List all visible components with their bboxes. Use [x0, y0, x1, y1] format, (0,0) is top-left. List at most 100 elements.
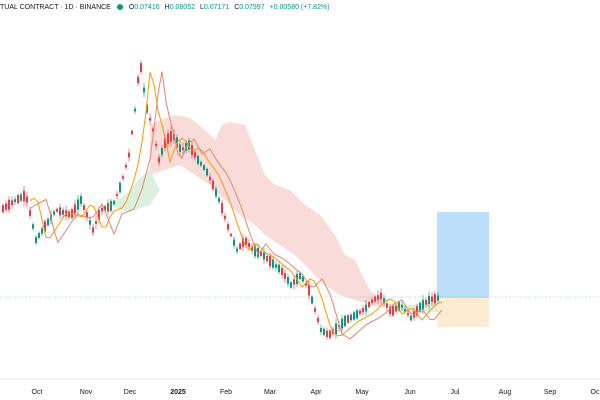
candle[interactable]	[155, 143, 157, 147]
candle[interactable]	[263, 252, 265, 260]
candle[interactable]	[113, 200, 115, 205]
candle[interactable]	[128, 152, 130, 158]
candle[interactable]	[275, 264, 277, 268]
candle[interactable]	[53, 211, 55, 215]
candle[interactable]	[62, 209, 64, 215]
candle[interactable]	[281, 267, 283, 276]
candle[interactable]	[143, 87, 145, 93]
candle[interactable]	[437, 295, 439, 301]
candle[interactable]	[77, 199, 79, 210]
candle[interactable]	[29, 210, 31, 216]
candle[interactable]	[269, 255, 271, 267]
candle[interactable]	[80, 196, 82, 204]
candle[interactable]	[182, 147, 184, 151]
candle[interactable]	[386, 303, 388, 308]
candle[interactable]	[311, 296, 313, 304]
candle[interactable]	[329, 330, 331, 338]
candle[interactable]	[224, 215, 226, 220]
candle[interactable]	[56, 208, 58, 212]
candle[interactable]	[200, 161, 202, 166]
candle[interactable]	[284, 273, 286, 279]
candle[interactable]	[317, 317, 319, 323]
candle[interactable]	[98, 210, 100, 220]
candle[interactable]	[5, 203, 7, 210]
candle[interactable]	[410, 315, 412, 321]
candle[interactable]	[194, 152, 196, 158]
candle[interactable]	[215, 188, 217, 197]
candle[interactable]	[209, 176, 211, 181]
candle[interactable]	[320, 328, 322, 332]
candle[interactable]	[110, 200, 112, 211]
candle[interactable]	[374, 296, 376, 302]
candle[interactable]	[350, 314, 352, 321]
candle[interactable]	[221, 203, 223, 214]
candle[interactable]	[347, 315, 349, 323]
candle[interactable]	[20, 194, 22, 201]
candle[interactable]	[35, 236, 37, 244]
candle[interactable]	[140, 63, 142, 72]
candle[interactable]	[326, 330, 328, 337]
candle[interactable]	[101, 208, 103, 212]
candle[interactable]	[407, 313, 409, 316]
candle[interactable]	[164, 137, 166, 148]
candle[interactable]	[359, 310, 361, 314]
candle[interactable]	[248, 242, 250, 248]
candle[interactable]	[419, 302, 421, 312]
candle[interactable]	[245, 237, 247, 245]
candle[interactable]	[122, 176, 124, 179]
candle[interactable]	[362, 307, 364, 313]
candle[interactable]	[299, 273, 301, 279]
candle[interactable]	[308, 284, 310, 296]
candle[interactable]	[278, 264, 280, 273]
candle[interactable]	[404, 308, 406, 312]
candle[interactable]	[26, 196, 28, 203]
candle[interactable]	[212, 180, 214, 190]
candle[interactable]	[38, 233, 40, 238]
candle[interactable]	[119, 182, 121, 193]
candle[interactable]	[47, 218, 49, 226]
candle[interactable]	[422, 299, 424, 310]
candle[interactable]	[179, 144, 181, 152]
candle[interactable]	[395, 305, 397, 312]
candle[interactable]	[95, 221, 97, 224]
candle[interactable]	[371, 299, 373, 303]
candle[interactable]	[227, 224, 229, 230]
candle[interactable]	[338, 325, 340, 328]
candle[interactable]	[149, 117, 151, 121]
candle[interactable]	[266, 255, 268, 262]
candle[interactable]	[218, 198, 220, 202]
candle[interactable]	[116, 193, 118, 197]
candle[interactable]	[251, 246, 253, 251]
candle[interactable]	[344, 315, 346, 327]
candle[interactable]	[131, 130, 133, 135]
candle[interactable]	[365, 304, 367, 312]
candle[interactable]	[236, 248, 238, 252]
candle[interactable]	[173, 133, 175, 141]
symbol-title[interactable]: TUAL CONTRACT · 1D · BINANCE	[0, 3, 111, 11]
candle[interactable]	[392, 305, 394, 316]
candle[interactable]	[356, 310, 358, 319]
candle[interactable]	[314, 308, 316, 312]
candle[interactable]	[89, 220, 91, 225]
candle[interactable]	[389, 306, 391, 315]
candle[interactable]	[146, 104, 148, 113]
candle[interactable]	[104, 206, 106, 211]
candle[interactable]	[68, 211, 70, 218]
candle[interactable]	[242, 238, 244, 247]
candle[interactable]	[86, 212, 88, 218]
candle[interactable]	[167, 133, 169, 144]
candle[interactable]	[323, 328, 325, 336]
candle[interactable]	[335, 323, 337, 335]
candle[interactable]	[272, 259, 274, 268]
candle[interactable]	[230, 233, 232, 237]
candle[interactable]	[287, 277, 289, 284]
candle[interactable]	[398, 302, 400, 311]
candle[interactable]	[353, 312, 355, 320]
candle[interactable]	[206, 168, 208, 176]
candle[interactable]	[368, 301, 370, 308]
candle[interactable]	[8, 199, 10, 210]
candle[interactable]	[161, 148, 163, 155]
candle[interactable]	[431, 296, 433, 303]
candle[interactable]	[32, 224, 34, 229]
